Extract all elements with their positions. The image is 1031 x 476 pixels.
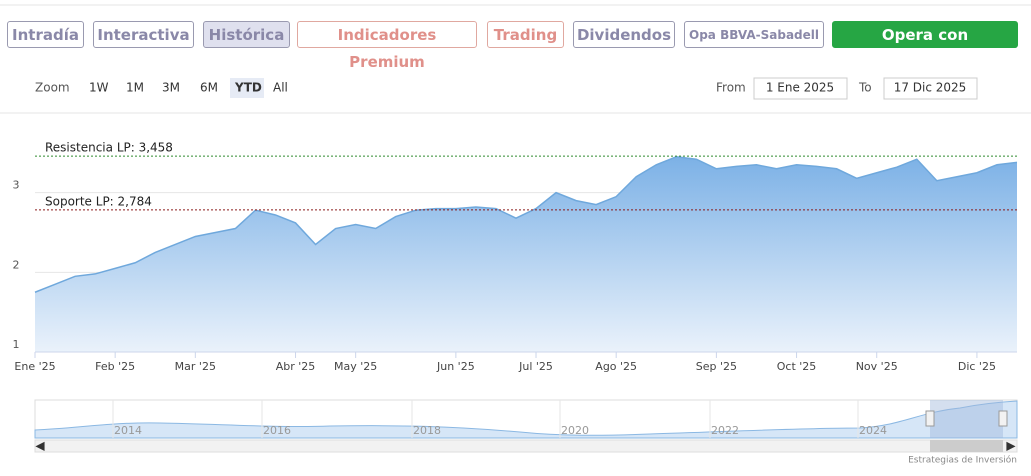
y-tick-label: 3: [13, 179, 20, 192]
x-tick-label: Ene '25: [14, 360, 55, 373]
zoom-button[interactable]: YTD: [234, 81, 262, 95]
to-label: To: [858, 81, 872, 95]
y-tick-label: 1: [13, 338, 20, 351]
tab[interactable]: Interactiva: [93, 21, 194, 48]
navigator-year: 2016: [263, 424, 291, 437]
navigator-year: 2018: [413, 424, 441, 437]
navigator-year: 2022: [711, 424, 739, 437]
reference-label: Resistencia LP: 3,458: [45, 141, 173, 155]
x-tick-label: Ago '25: [595, 360, 637, 373]
x-tick-label: Oct '25: [777, 360, 817, 373]
x-tick-label: Nov '25: [856, 360, 898, 373]
navigator-handle[interactable]: [998, 410, 1008, 427]
navigator-handle[interactable]: [925, 410, 935, 427]
scroll-right[interactable]: ▶: [1006, 439, 1016, 453]
tab[interactable]: Dividendos: [573, 21, 675, 48]
from-input[interactable]: [753, 77, 848, 100]
tab[interactable]: Opa BBVA-Sabadell: [684, 21, 824, 48]
to-input[interactable]: [883, 77, 978, 100]
navigator-year: 2024: [859, 424, 887, 437]
zoom-active-bg: [230, 78, 264, 98]
x-tick-label: May '25: [334, 360, 377, 373]
navigator-year: 2020: [561, 424, 589, 437]
zoom-button[interactable]: All: [273, 81, 288, 95]
zoom-button[interactable]: 1W: [89, 81, 109, 95]
tab-cta[interactable]: Opera con Freedom24: [832, 21, 1018, 71]
credit: Estrategias de Inversión: [908, 455, 1017, 466]
zoom-label: Zoom: [35, 81, 70, 95]
area: [35, 156, 1017, 352]
x-tick-label: Sep '25: [696, 360, 737, 373]
zoom-button[interactable]: 6M: [200, 81, 218, 95]
from-value[interactable]: 1 Ene 2025: [766, 81, 834, 95]
tab[interactable]: Trading: [487, 21, 564, 48]
y-tick-label: 2: [13, 258, 20, 271]
tab[interactable]: Indicadores Premium: [297, 21, 477, 71]
scroll-left[interactable]: ◀: [35, 439, 45, 453]
line: [34, 156, 1018, 293]
tab[interactable]: Histórica: [203, 21, 290, 48]
to-value[interactable]: 17 Dic 2025: [894, 81, 967, 95]
navigator-year: 2014: [114, 424, 142, 437]
zoom-button[interactable]: 1M: [126, 81, 144, 95]
x-tick-label: Mar '25: [175, 360, 216, 373]
x-tick-label: Abr '25: [276, 360, 316, 373]
reference-label: Soporte LP: 2,784: [45, 194, 152, 208]
x-tick-label: Dic '25: [958, 360, 996, 373]
from-label: From: [716, 81, 746, 95]
scrollbar-track[interactable]: [34, 439, 1018, 453]
navigator-selection[interactable]: [930, 400, 1003, 438]
zoom-button[interactable]: 3M: [162, 81, 180, 95]
x-tick-label: Jul '25: [518, 360, 553, 373]
x-tick-label: Feb '25: [95, 360, 135, 373]
scrollbar-thumb[interactable]: [930, 440, 1003, 452]
x-tick-label: Jun '25: [436, 360, 475, 373]
tab[interactable]: Intradía: [7, 21, 84, 48]
